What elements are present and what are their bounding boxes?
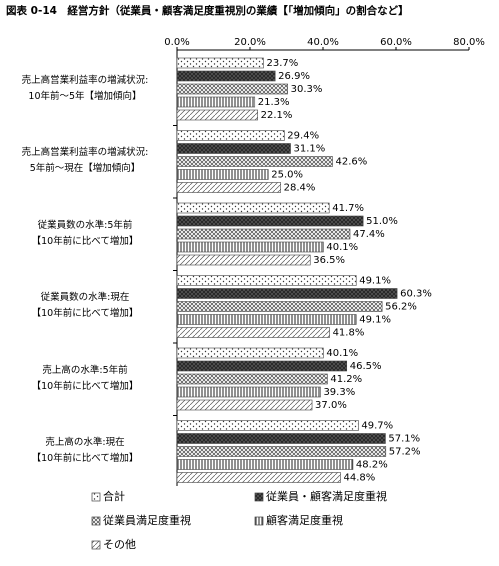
bar xyxy=(176,228,351,240)
data-label: 23.7% xyxy=(267,58,299,69)
bar xyxy=(176,70,276,82)
bar xyxy=(176,83,288,95)
data-label: 51.0% xyxy=(366,216,398,227)
legend-swatch xyxy=(254,516,264,526)
x-tick-label: 20.0% xyxy=(234,37,266,48)
legend-swatch xyxy=(91,492,101,502)
data-label: 57.2% xyxy=(389,447,421,458)
data-label: 26.9% xyxy=(278,71,310,82)
y-tick-label: 売上高の水準:5年前 【10年前に比べて増加】 xyxy=(31,364,139,392)
x-tick-label: 60.0% xyxy=(380,37,412,48)
data-label: 25.0% xyxy=(271,170,303,181)
legend-label: 合計 xyxy=(103,489,125,503)
data-label: 21.3% xyxy=(258,97,290,108)
legend-label: 従業員・顧客満足度重視 xyxy=(266,489,387,503)
bar xyxy=(176,288,398,299)
bar xyxy=(176,169,269,180)
y-tick-label: 売上高営業利益率の増減状況: 10年前～5年【増加傾向】 xyxy=(21,74,149,102)
bar xyxy=(176,373,328,385)
bar xyxy=(176,57,264,69)
data-label: 29.4% xyxy=(287,131,319,142)
data-label: 31.1% xyxy=(294,144,326,155)
bar xyxy=(176,327,330,338)
data-label: 44.8% xyxy=(344,473,376,484)
data-label: 41.8% xyxy=(333,328,365,339)
data-label: 47.4% xyxy=(353,229,385,240)
legend-label: 顧客満足度重視 xyxy=(266,513,343,527)
data-label: 57.1% xyxy=(388,434,420,445)
data-label: 37.0% xyxy=(315,400,347,411)
data-label: 30.3% xyxy=(291,84,323,95)
bar xyxy=(176,472,341,483)
data-label: 60.3% xyxy=(400,289,432,300)
bar xyxy=(176,202,330,214)
data-label: 39.3% xyxy=(323,387,355,398)
data-label: 41.2% xyxy=(330,374,362,385)
bar xyxy=(176,130,285,141)
chart-title: 図表 0-14 経営方針（従業員・顧客満足度重視別の業績【「増加傾向」の割合など… xyxy=(6,4,409,17)
bar xyxy=(176,360,348,372)
y-tick-label: 従業員数の水準:5年前 【10年前に比べて増加】 xyxy=(31,219,139,247)
bar xyxy=(176,156,333,167)
bar xyxy=(176,399,313,411)
bar xyxy=(176,182,281,193)
data-label: 36.5% xyxy=(313,255,345,266)
data-label: 40.1% xyxy=(326,348,358,359)
data-label: 41.7% xyxy=(332,203,364,214)
legend-swatch xyxy=(91,516,101,526)
data-label: 46.5% xyxy=(350,361,382,372)
bar xyxy=(176,347,324,359)
bar xyxy=(176,420,359,431)
data-label: 48.2% xyxy=(356,460,388,471)
bar xyxy=(176,446,387,457)
y-tick-label: 従業員数の水準:現在 【10年前に比べて増加】 xyxy=(31,292,139,319)
data-label: 28.4% xyxy=(284,183,316,194)
legend-swatch xyxy=(91,540,101,550)
bar xyxy=(176,386,321,398)
bar xyxy=(176,314,357,325)
y-tick-label: 売上高営業利益率の増減状況: 5年前～現在【増加傾向】 xyxy=(21,147,149,174)
data-label: 40.1% xyxy=(326,242,358,253)
data-label: 22.1% xyxy=(261,110,293,121)
data-label: 49.1% xyxy=(359,315,391,326)
legend-swatch xyxy=(254,492,264,502)
bar xyxy=(176,241,324,253)
bar xyxy=(176,301,383,312)
data-label: 56.2% xyxy=(385,302,417,313)
data-label: 42.6% xyxy=(335,157,367,168)
bar xyxy=(176,96,256,108)
data-label: 49.7% xyxy=(361,421,393,432)
x-tick-label: 0.0% xyxy=(164,37,189,48)
x-tick-label: 40.0% xyxy=(307,37,339,48)
bar xyxy=(176,275,357,286)
bar xyxy=(176,143,291,154)
legend-label: その他 xyxy=(103,538,136,551)
y-tick-label: 売上高の水準:現在 【10年前に比べて増加】 xyxy=(31,437,139,464)
bar xyxy=(176,215,364,227)
bar xyxy=(176,433,386,444)
data-label: 49.1% xyxy=(359,276,391,287)
bar xyxy=(176,109,258,121)
x-tick-label: 80.0% xyxy=(453,37,485,48)
bar xyxy=(176,459,354,470)
legend-label: 従業員満足度重視 xyxy=(103,513,191,527)
bar xyxy=(176,254,311,266)
